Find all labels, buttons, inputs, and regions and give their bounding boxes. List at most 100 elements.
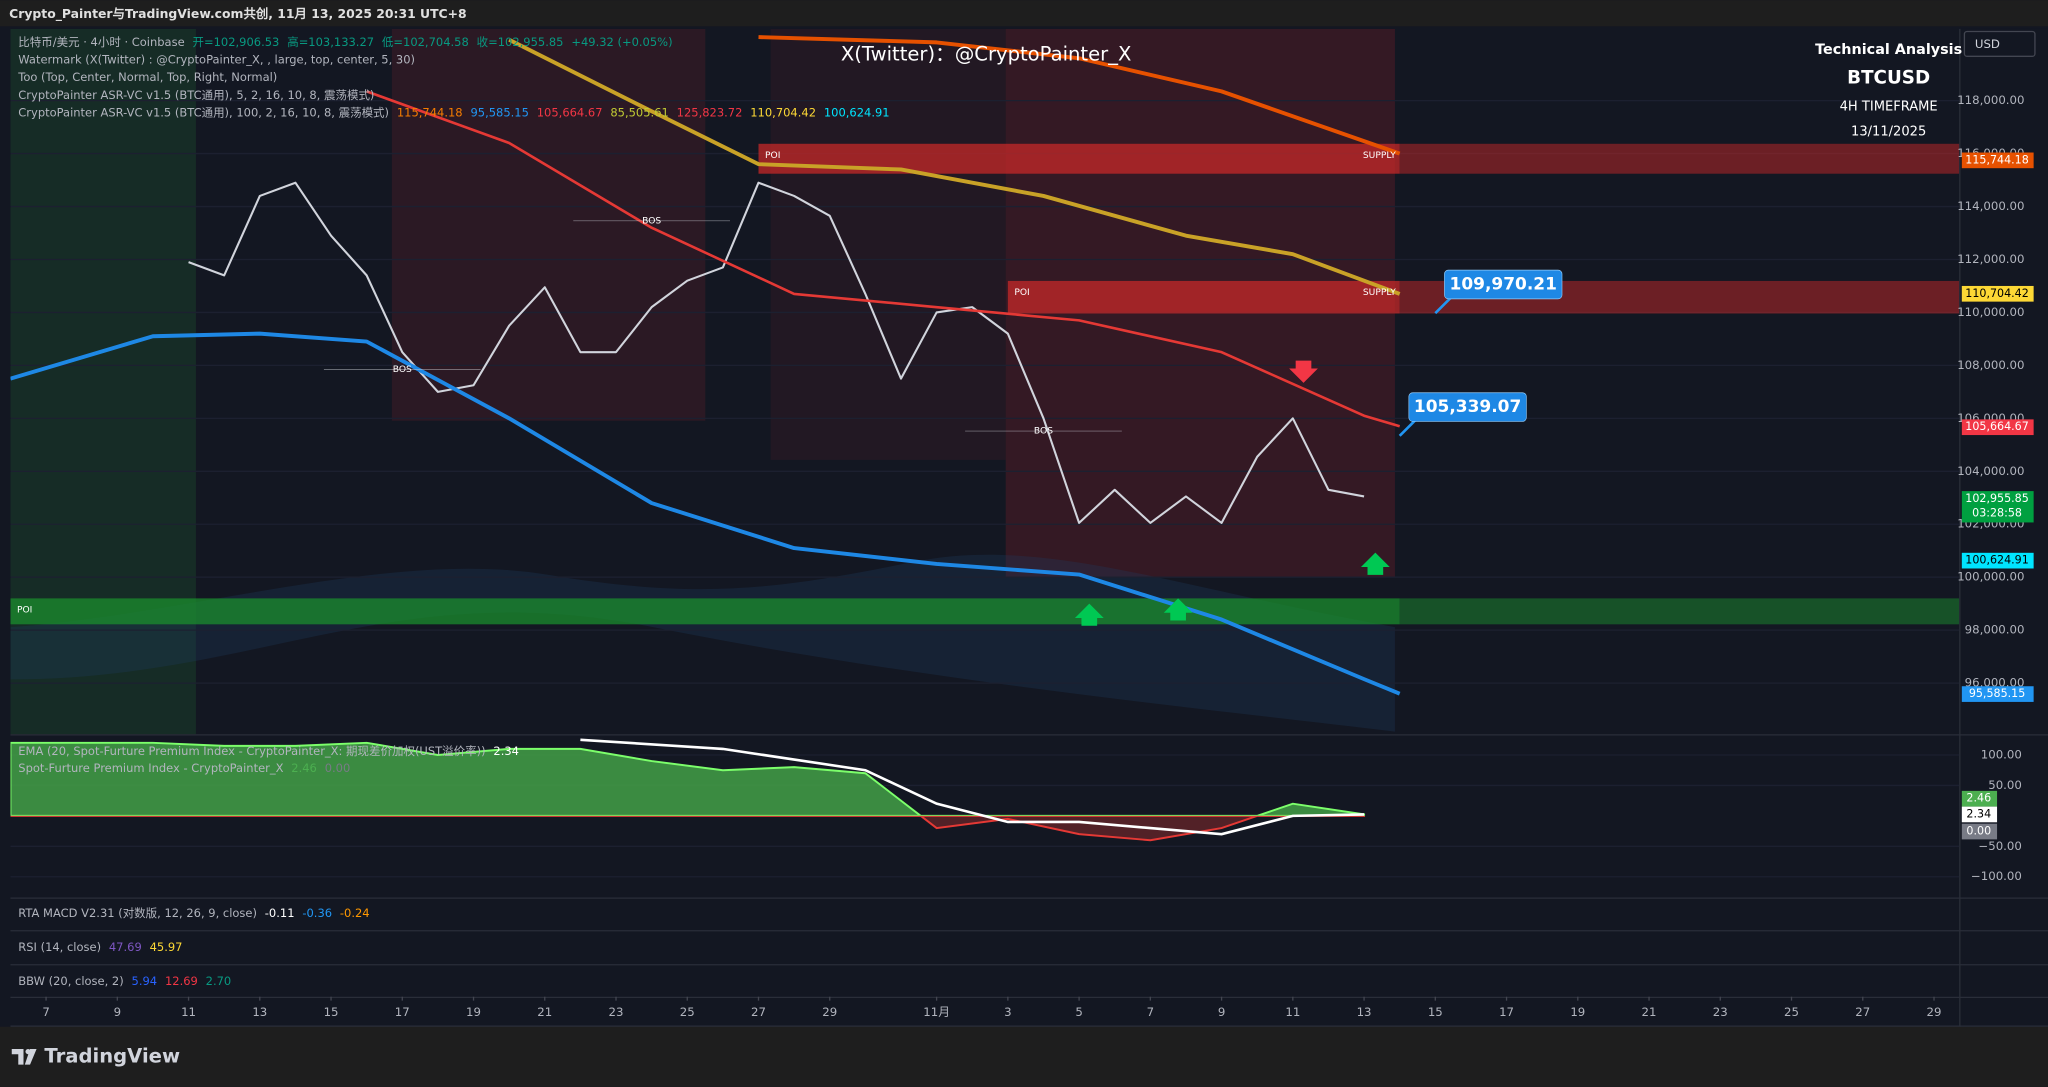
info-text: BTCUSD <box>1847 68 1930 89</box>
countdown: 03:28:58 <box>1972 506 2022 519</box>
x-tick-label: 21 <box>537 1005 552 1019</box>
brand: TradingView <box>44 1044 180 1067</box>
legend-line: Watermark (X(Twitter) : @CryptoPainter_X… <box>18 52 415 66</box>
zone-label: POI <box>765 151 780 161</box>
y-tick-label: −100.00 <box>1971 869 2022 883</box>
x-tick-label: 23 <box>609 1005 624 1019</box>
zone-label: SUPPLY <box>1363 288 1396 298</box>
legend-item: 低=102,704.58 <box>382 34 469 48</box>
legend-line: CryptoPainter ASR-VC v1.5 (BTC通用), 5, 2,… <box>18 87 374 101</box>
zone-label: SUPPLY <box>1363 151 1396 161</box>
callout-box <box>1408 392 1527 422</box>
x-tick-label: 13 <box>252 1005 267 1019</box>
bos-label: BOS <box>1034 427 1053 437</box>
header-title: Crypto_Painter与TradingView.com共创, 11月 13… <box>9 6 466 22</box>
indicator-item: BBW (20, close, 2) <box>18 974 123 988</box>
callout-box <box>1444 269 1563 300</box>
indicator-item: -0.36 <box>302 906 332 920</box>
x-tick-label: 13 <box>1357 1005 1372 1019</box>
y-tick-label: 118,000.00 <box>1957 93 2024 107</box>
price-label-box <box>1961 806 1998 823</box>
x-tick-label: 9 <box>1218 1005 1225 1019</box>
up-arrow <box>1360 552 1390 575</box>
legend-line: EMA (20, Spot-Furture Premium Index - Cr… <box>18 744 519 758</box>
price-label: 115,744.18 <box>1965 153 2029 166</box>
x-tick-label: 5 <box>1075 1005 1082 1019</box>
x-tick-label: 15 <box>1428 1005 1443 1019</box>
legend-item: 95,585.15 <box>470 105 528 119</box>
legend-item: 85,505.61 <box>610 105 668 119</box>
legend-item: 105,664.67 <box>537 105 603 119</box>
legend-item: EMA (20, Spot-Furture Premium Index - Cr… <box>18 744 485 758</box>
x-tick-label: 29 <box>822 1005 837 1019</box>
legend-item: Watermark (X(Twitter) : @CryptoPainter_X… <box>18 52 415 66</box>
legend-item: 115,744.18 <box>397 105 463 119</box>
info-text: 13/11/2025 <box>1851 125 1926 140</box>
legend-line: 比特币/美元 · 4小时 · Coinbase 开=102,906.53 高=103… <box>18 34 672 48</box>
indicator-item: 45.97 <box>150 940 183 954</box>
tradingview-logo <box>11 1048 37 1065</box>
top-bar <box>0 0 2048 27</box>
price-label: 2.46 <box>1966 792 1991 805</box>
x-tick-label: 27 <box>1855 1005 1870 1019</box>
x-tick-label: 27 <box>751 1005 766 1019</box>
y-tick-label: 98,000.00 <box>1965 623 2025 637</box>
price-line <box>366 90 1401 428</box>
legend-item: Too (Top, Center, Normal, Top, Right, No… <box>17 70 277 84</box>
price-label: 110,704.42 <box>1965 287 2029 300</box>
legend-line: CryptoPainter ASR-VC v1.5 (BTC通用), 100, … <box>18 105 889 119</box>
price-axis <box>1959 28 2048 1027</box>
y-tick-label: 96,000.00 <box>1965 676 2025 690</box>
currency[interactable]: USD <box>1975 37 2000 51</box>
ema-line <box>580 738 1365 836</box>
legend-item: CryptoPainter ASR-VC v1.5 (BTC通用), 5, 2,… <box>18 87 374 101</box>
y-tick-label: −50.00 <box>1978 839 2021 853</box>
x-tick-label: 11 <box>181 1005 196 1019</box>
x-tick-label: 9 <box>114 1005 121 1019</box>
footer-bar <box>0 1026 2048 1087</box>
legend-item: Spot-Furture Premium Index - CryptoPaint… <box>18 761 283 775</box>
legend-line: Spot-Furture Premium Index - CryptoPaint… <box>18 761 350 775</box>
bos-label: BOS <box>393 365 412 375</box>
bos-label: BOS <box>642 216 661 226</box>
y-tick-label: 110,000.00 <box>1957 305 2024 319</box>
price-line <box>508 37 1401 296</box>
watermark: X(Twitter)：@CryptoPainter_X <box>841 43 1132 66</box>
price-label-box <box>1961 152 2034 169</box>
price-label-box <box>1961 419 2034 436</box>
x-tick-label: 11 <box>1285 1005 1300 1019</box>
indicator-legend: RSI (14, close) 47.69 45.97 <box>18 940 182 954</box>
zone-label: POI <box>1014 288 1029 298</box>
price-line <box>10 331 1401 696</box>
y-tick-label: 100.00 <box>1981 747 2022 761</box>
indicator-item: 12.69 <box>165 974 198 988</box>
legend-item: 高=103,133.27 <box>287 34 374 48</box>
indicator-pane <box>10 738 1960 878</box>
overlay: USD X(Twitter)：@CryptoPainter_X Technica… <box>17 30 2036 1019</box>
legend-item: 2.46 <box>291 761 317 775</box>
indicator-item: 47.69 <box>109 940 142 954</box>
indicator-item: RSI (14, close) <box>18 940 101 954</box>
info-text: Technical Analysis <box>1815 42 1962 58</box>
premium-area <box>10 741 1366 816</box>
x-tick-label: 7 <box>1147 1005 1154 1019</box>
y-tick-label: 50.00 <box>1988 778 2022 792</box>
currency-box[interactable] <box>1963 30 2036 57</box>
price-label: 2.34 <box>1966 807 1991 820</box>
indicator-item: 5.94 <box>132 974 158 988</box>
up-arrow <box>1074 603 1104 626</box>
indicator-item: -0.11 <box>265 906 295 920</box>
x-tick-label: 29 <box>1927 1005 1942 1019</box>
legend-item: +49.32 (+0.05%) <box>571 34 672 48</box>
price-label-box <box>1961 686 2034 702</box>
price-line <box>188 181 1365 524</box>
price-label: 95,585.15 <box>1969 687 2025 700</box>
price-label-box <box>1961 790 1998 807</box>
legend-item: 开=102,906.53 <box>192 34 279 48</box>
price-label: 105,664.67 <box>1965 420 2029 433</box>
legend-item: 125,823.72 <box>677 105 743 119</box>
zone-extension <box>1399 143 1960 174</box>
zone-label: POI <box>17 606 32 616</box>
